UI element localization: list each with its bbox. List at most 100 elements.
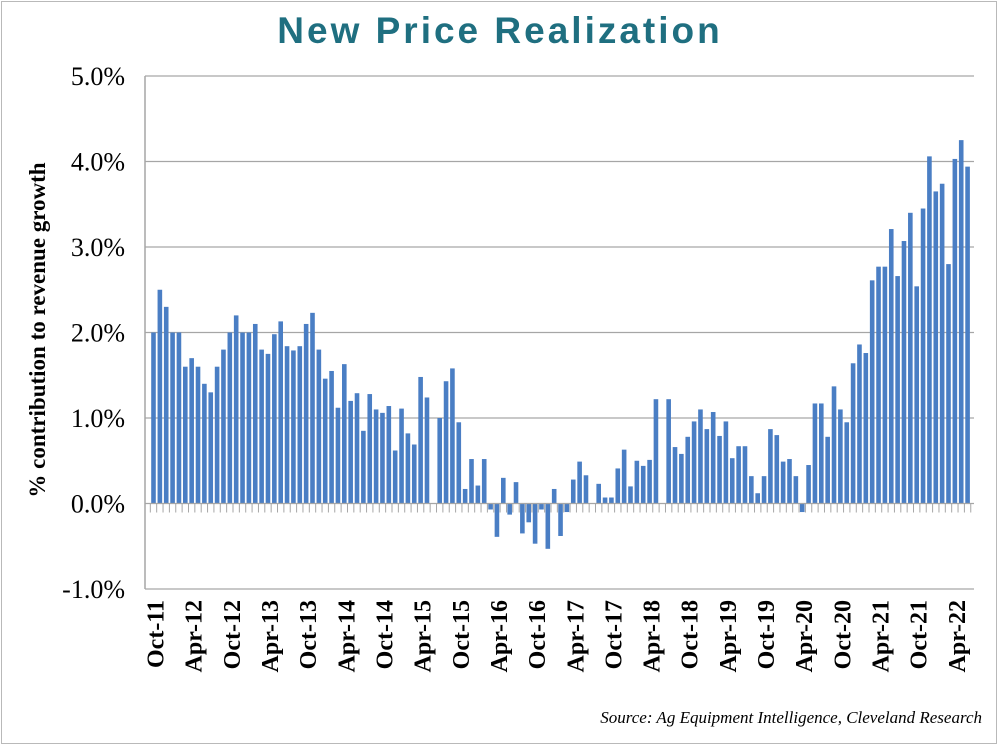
bar	[640, 465, 646, 504]
x-tick-label: Apr-13	[258, 600, 284, 672]
x-tick-label: Oct-21	[907, 600, 933, 669]
x-tick-label: Oct-17	[601, 600, 627, 669]
bar	[405, 433, 411, 504]
x-axis-labels: Oct-11 Apr-12 Oct-12 Apr-13 Oct-13 Apr-14 Oct-…	[144, 600, 971, 672]
bar	[176, 332, 182, 504]
bar	[920, 208, 926, 504]
bar	[844, 422, 850, 504]
bars	[151, 140, 970, 549]
y-tick-label: 3.0%	[71, 233, 125, 262]
bar	[882, 266, 888, 504]
bar	[189, 358, 194, 504]
bar	[227, 332, 233, 504]
bar	[481, 459, 487, 504]
bar	[901, 241, 907, 504]
bar	[221, 349, 226, 504]
y-tick-label: 1.0%	[71, 404, 125, 433]
bar	[717, 435, 722, 504]
y-tick-label: 0.0%	[71, 490, 125, 519]
bar	[456, 422, 462, 504]
bar	[704, 429, 710, 504]
y-tick-label: -1.0%	[62, 575, 125, 604]
bar	[933, 191, 939, 504]
y-tick-label: 5.0%	[71, 62, 125, 91]
bar	[424, 397, 430, 504]
bar	[558, 503, 563, 536]
bar	[621, 449, 627, 504]
x-tick-label: Apr-18	[640, 600, 666, 672]
bar	[399, 408, 404, 504]
bar	[411, 444, 417, 504]
x-tick-label: Apr-14	[334, 600, 360, 672]
bar	[532, 503, 538, 544]
bar	[303, 323, 309, 504]
bar	[927, 156, 932, 504]
bar	[857, 344, 862, 504]
bar	[151, 332, 156, 504]
bar	[965, 166, 970, 504]
bar	[183, 366, 188, 504]
bar	[958, 140, 964, 504]
bar	[259, 349, 264, 504]
bar	[310, 312, 315, 504]
bar	[170, 332, 175, 504]
bar	[838, 409, 843, 504]
bar	[577, 461, 582, 504]
y-axis-ticks: -1.0% 0.0% 1.0% 2.0% 3.0% 4.0% 5.0%	[62, 62, 125, 604]
bar	[793, 476, 799, 504]
bar	[265, 353, 271, 504]
bar	[367, 394, 373, 504]
bar	[507, 503, 512, 515]
bar	[284, 346, 290, 504]
x-tick-label: Oct-12	[220, 600, 246, 669]
bar	[647, 459, 652, 504]
bar	[380, 412, 385, 504]
bar	[774, 435, 780, 504]
x-tick-label: Oct-13	[296, 600, 322, 669]
x-tick-label: Oct-19	[754, 600, 780, 669]
bar	[736, 446, 741, 504]
bar	[564, 503, 570, 513]
bar	[443, 381, 449, 504]
bar	[799, 503, 805, 513]
bar	[761, 476, 767, 504]
bar	[895, 276, 900, 504]
y-tick-label: 2.0%	[71, 319, 125, 348]
bar	[354, 393, 360, 504]
bar	[494, 503, 500, 537]
bar	[819, 403, 824, 504]
bar	[666, 399, 671, 504]
bar	[755, 493, 760, 504]
bar	[876, 266, 881, 504]
bar	[437, 418, 442, 504]
bar	[163, 306, 169, 504]
x-tick-label: Oct-15	[449, 600, 475, 669]
x-axis-ticks	[145, 502, 974, 513]
bar	[615, 468, 621, 504]
bar	[322, 378, 328, 504]
bar	[939, 183, 945, 504]
bar	[812, 403, 818, 504]
bar	[723, 421, 729, 504]
x-tick-label: Oct-16	[525, 600, 551, 669]
bar	[475, 485, 481, 504]
bar	[685, 436, 691, 504]
bar	[386, 406, 392, 504]
bar	[787, 459, 792, 504]
x-tick-label: Oct-14	[372, 600, 398, 669]
bar	[469, 459, 474, 504]
bar	[946, 264, 951, 504]
bar	[602, 497, 608, 504]
bar	[653, 399, 659, 504]
x-tick-label: Oct-18	[678, 600, 704, 669]
bar	[297, 346, 303, 504]
x-tick-label: Apr-19	[716, 600, 742, 672]
bar	[583, 475, 589, 504]
bar	[246, 332, 252, 504]
bar	[679, 453, 684, 504]
bar	[513, 482, 519, 504]
x-tick-label: Oct-20	[830, 600, 856, 669]
x-tick-label: Apr-17	[563, 600, 589, 672]
bar	[609, 497, 614, 504]
